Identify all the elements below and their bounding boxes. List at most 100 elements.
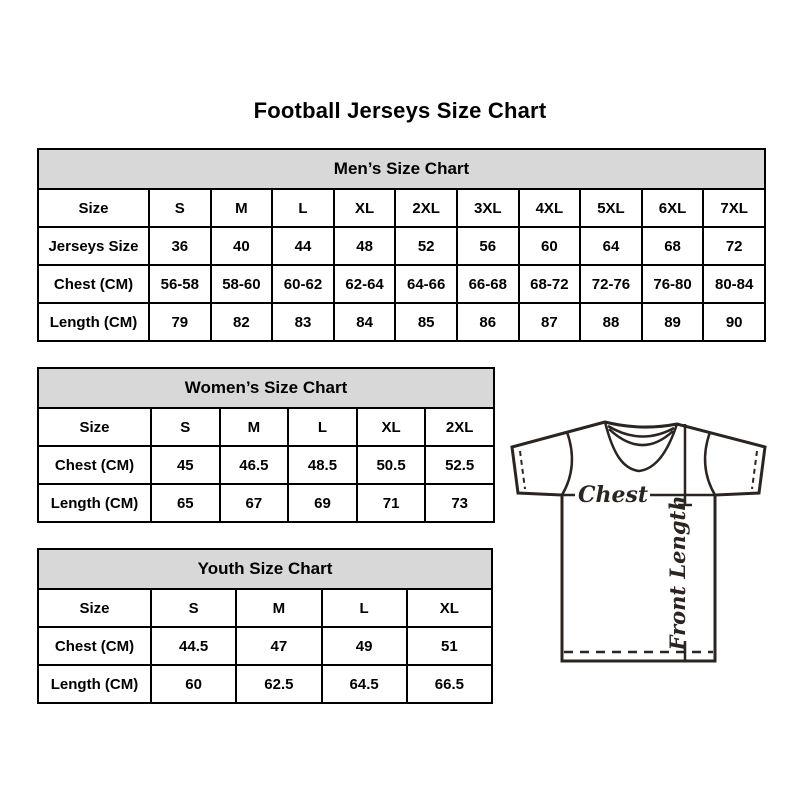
value-cell: 62.5 <box>235 664 323 704</box>
value-cell: 50.5 <box>355 445 427 485</box>
table-row: Length (CM) 60 62.5 64.5 66.5 <box>37 664 494 704</box>
table-row: Jerseys Size 36 40 44 48 52 56 60 64 68 72 <box>37 226 766 266</box>
value-cell: 52.5 <box>424 445 495 485</box>
value-cell: 56-58 <box>148 264 212 304</box>
value-cell: 86 <box>455 302 520 342</box>
value-cell: L <box>287 407 358 447</box>
value-cell: 64-66 <box>394 264 458 304</box>
table-row: Size S M L XL 2XL <box>37 407 495 447</box>
value-cell: 49 <box>320 626 408 666</box>
value-cell: 68-72 <box>517 264 582 304</box>
value-cell: 51 <box>405 626 494 666</box>
collar-ribbing-arc-2 <box>608 428 674 447</box>
row-header-cell: Chest (CM) <box>37 445 152 485</box>
row-header-cell: Size <box>37 407 152 447</box>
row-header-cell: Size <box>37 588 152 628</box>
value-cell: 6XL <box>640 188 705 228</box>
left-cuff-dashed-line <box>519 450 526 490</box>
collar-v-outline <box>603 421 679 473</box>
table-row: Chest (CM) 56-58 58-60 60-62 62-64 64-66 66-68… <box>37 264 766 304</box>
value-cell: 66-68 <box>455 264 520 304</box>
page-title: Football Jerseys Size Chart <box>253 98 547 123</box>
value-cell: 73 <box>424 483 495 523</box>
value-cell: L <box>271 188 335 228</box>
value-cell: 67 <box>218 483 290 523</box>
value-cell: 64.5 <box>320 664 408 704</box>
value-cell: 44.5 <box>149 626 238 666</box>
value-cell: 85 <box>394 302 458 342</box>
value-cell: XL <box>405 588 494 628</box>
value-cell: 5XL <box>579 188 643 228</box>
mens-size-table: Men’s Size Chart Size S M L XL 2XL 3XL 4XL 5XL 6XL… <box>37 148 766 342</box>
value-cell: 44 <box>271 226 335 266</box>
value-cell: 60 <box>149 664 238 704</box>
value-cell: 62-64 <box>332 264 397 304</box>
row-header-cell: Length (CM) <box>37 483 152 523</box>
value-cell: 83 <box>271 302 335 342</box>
right-armhole-seam <box>703 431 717 496</box>
womens-size-table: Women’s Size Chart Size S M L XL 2XL Chest (CM)… <box>37 367 495 523</box>
table-row: Length (CM) 65 67 69 71 73 <box>37 483 495 523</box>
value-cell: 89 <box>640 302 705 342</box>
table-row: Size S M L XL 2XL 3XL 4XL 5XL 6XL 7XL <box>37 188 766 228</box>
left-armhole-seam <box>560 431 574 496</box>
value-cell: 2XL <box>424 407 495 447</box>
value-cell: S <box>150 407 221 447</box>
value-cell: 48 <box>332 226 397 266</box>
value-cell: 47 <box>235 626 323 666</box>
value-cell: 79 <box>148 302 212 342</box>
row-header-cell: Jerseys Size <box>37 226 150 266</box>
value-cell: 68 <box>640 226 705 266</box>
value-cell: 72-76 <box>579 264 643 304</box>
value-cell: 58-60 <box>209 264 274 304</box>
table-row: Chest (CM) 44.5 47 49 51 <box>37 626 494 666</box>
value-cell: L <box>320 588 408 628</box>
value-cell: 69 <box>287 483 358 523</box>
row-header-cell: Length (CM) <box>37 302 150 342</box>
value-cell: M <box>235 588 323 628</box>
value-cell: M <box>218 407 290 447</box>
value-cell: 90 <box>702 302 766 342</box>
front-length-label: Front Length <box>665 496 690 652</box>
value-cell: 84 <box>332 302 397 342</box>
value-cell: 4XL <box>517 188 582 228</box>
value-cell: 76-80 <box>640 264 705 304</box>
right-cuff-dashed-line <box>751 450 758 490</box>
value-cell: 52 <box>394 226 458 266</box>
value-cell: 82 <box>209 302 274 342</box>
value-cell: 46.5 <box>218 445 290 485</box>
row-header-cell: Chest (CM) <box>37 626 152 666</box>
youth-size-table-title: Youth Size Chart <box>37 548 493 590</box>
table-row: Chest (CM) 45 46.5 48.5 50.5 52.5 <box>37 445 495 485</box>
value-cell: 87 <box>517 302 582 342</box>
row-header-cell: Length (CM) <box>37 664 152 704</box>
womens-size-table-title: Women’s Size Chart <box>37 367 495 409</box>
value-cell: 88 <box>579 302 643 342</box>
value-cell: 3XL <box>455 188 520 228</box>
value-cell: S <box>148 188 212 228</box>
value-cell: 36 <box>148 226 212 266</box>
value-cell: S <box>149 588 238 628</box>
value-cell: 66.5 <box>405 664 494 704</box>
value-cell: 80-84 <box>702 264 766 304</box>
table-row: Length (CM) 79 82 83 84 85 86 87 88 89 90 <box>37 302 766 342</box>
mens-size-table-title: Men’s Size Chart <box>37 148 766 190</box>
value-cell: 7XL <box>702 188 766 228</box>
youth-size-table: Youth Size Chart Size S M L XL Chest (CM) 44.5 4… <box>37 548 494 704</box>
value-cell: M <box>209 188 274 228</box>
value-cell: 60 <box>517 226 582 266</box>
chest-label: Chest <box>578 482 648 508</box>
value-cell: 40 <box>209 226 274 266</box>
value-cell: 64 <box>579 226 643 266</box>
value-cell: 72 <box>702 226 766 266</box>
row-header-cell: Size <box>37 188 150 228</box>
value-cell: 71 <box>355 483 427 523</box>
value-cell: 60-62 <box>271 264 335 304</box>
value-cell: 45 <box>150 445 221 485</box>
value-cell: XL <box>332 188 397 228</box>
collar-ribbing-arc-1 <box>607 424 675 438</box>
table-row: Size S M L XL <box>37 588 494 628</box>
jersey-measurement-diagram: Chest Front Length <box>510 420 767 663</box>
jersey-outline-path <box>510 420 767 663</box>
